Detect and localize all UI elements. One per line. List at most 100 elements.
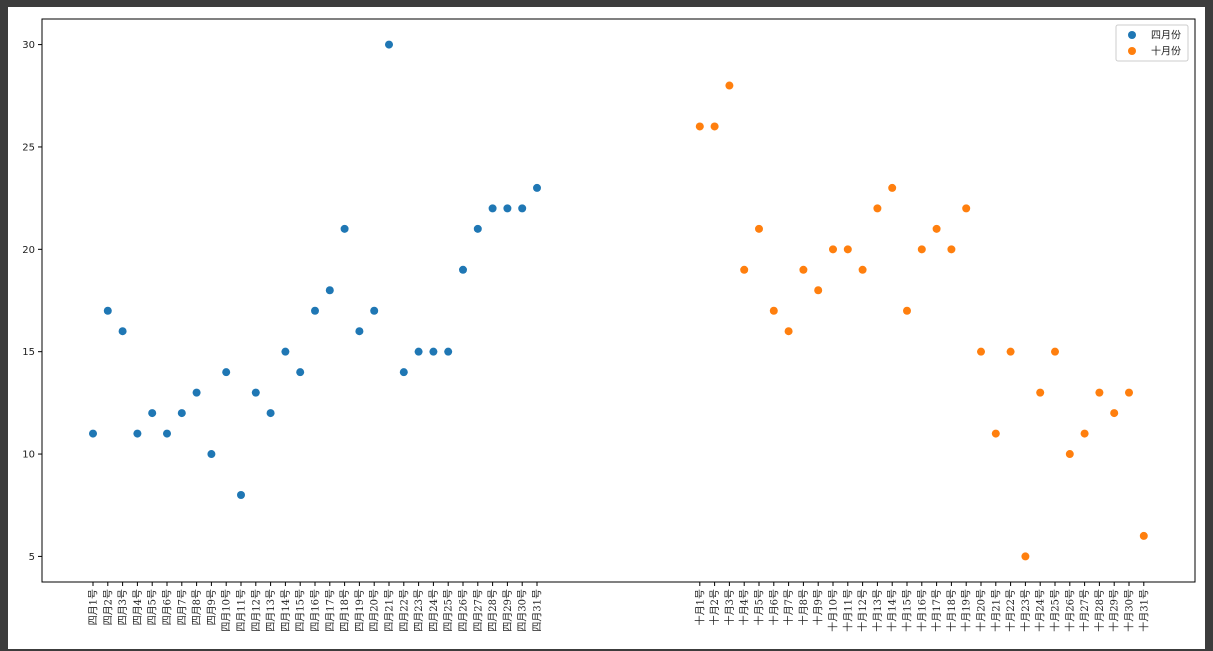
data-point [325,286,334,295]
x-tick-label: 十月8号 [797,589,810,625]
data-point [148,409,157,418]
data-point [89,429,97,438]
y-tick-label: 25 [22,142,35,153]
data-point [340,224,349,233]
x-tick-label: 十月20号 [975,589,988,632]
x-tick-label: 十月25号 [1049,589,1062,632]
data-point [1036,388,1045,397]
data-point [784,327,793,336]
x-tick-label: 四月13号 [265,589,277,632]
data-point [459,265,467,274]
x-tick-label: 十月23号 [1019,589,1032,632]
data-point [518,204,527,213]
x-tick-label: 十月12号 [856,589,869,632]
data-point [429,347,438,356]
x-tick-label: 十月24号 [1034,589,1047,632]
x-tick-label: 四月17号 [324,589,336,632]
data-point [903,306,911,315]
scatter-chart: 5 10 15 20 25 30 四月1号 四月2号 四月3号 四月4号 四月5号 四月6号 四月7号… [22,18,1196,632]
data-point [311,306,319,315]
x-tick-label: 四月5号 [147,589,159,625]
legend-marker-october [1128,47,1136,55]
legend-label-october: 十月份 [1151,45,1181,58]
x-tick-label: 四月7号 [176,589,188,625]
data-point [281,347,290,356]
x-tick-label: 四月27号 [472,589,484,632]
data-point [888,183,897,192]
x-tick-label: 十月30号 [1123,589,1136,632]
data-point [873,204,882,213]
figure-canvas: 5 10 15 20 25 30 四月1号 四月2号 四月3号 四月4号 四月5号 四月6号 四月7号… [8,7,1205,649]
x-tick-label: 四月8号 [191,589,203,625]
x-tick-label: 四月10号 [221,589,233,632]
data-point [237,490,245,499]
x-tick-label: 四月31号 [532,589,544,632]
x-tick-label: 四月20号 [369,589,381,632]
data-point [207,450,216,459]
data-point [414,347,423,356]
data-point [118,327,127,336]
x-tick-label: 十月15号 [901,589,914,632]
data-point [1095,388,1104,397]
data-point [266,409,275,418]
x-tick-label: 四月25号 [443,589,455,632]
data-point [1080,429,1089,438]
x-tick-label: 十月2号 [708,589,721,625]
data-point [947,245,956,254]
data-point [503,204,512,213]
data-point [399,368,408,377]
data-point [740,265,749,274]
x-tick-label: 四月9号 [206,589,218,625]
data-point [1065,450,1074,459]
data-points [89,40,1148,561]
x-tick-label: 四月14号 [280,589,292,632]
y-tick-label: 5 [29,552,35,563]
x-tick-label: 四月1号 [88,589,100,625]
x-tick-label: 十月1号 [693,589,706,625]
x-tick-label: 十月7号 [782,589,795,625]
data-point [1006,347,1015,356]
data-point [991,429,1000,438]
x-tick-label: 四月4号 [132,589,144,625]
data-point [755,224,763,233]
data-point [385,40,393,49]
x-tick-label: 十月29号 [1108,589,1121,632]
data-point [858,265,867,274]
legend-marker-april [1128,31,1136,39]
data-point [533,183,541,192]
data-point [710,122,719,131]
data-point [725,81,734,90]
data-point [1051,347,1059,356]
x-tick-label: 十月6号 [767,589,780,625]
data-point [962,204,971,213]
x-tick-label: 四月11号 [236,589,248,632]
x-tick-label: 四月28号 [487,589,499,632]
data-point [917,245,926,254]
x-tick-label: 十月26号 [1063,589,1076,632]
y-tick-label: 15 [22,347,35,358]
x-tick-label: 十月31号 [1137,589,1150,632]
x-tick-label: 四月21号 [384,589,396,632]
x-tick-label: 十月13号 [871,589,884,632]
x-tick-label: 四月22号 [398,589,410,632]
x-tick-label: 四月3号 [117,589,129,625]
x-tick-label: 十月3号 [723,589,736,625]
x-tick-label: 十月28号 [1093,589,1106,632]
x-tick-label: 四月23号 [413,589,425,632]
data-point [977,347,985,356]
data-point [444,347,453,356]
data-point [473,224,482,233]
data-point [296,368,305,377]
x-tick-label: 四月19号 [354,589,366,632]
data-point [133,429,142,438]
data-point [1021,552,1030,561]
data-point [843,245,852,254]
x-tick-label: 四月16号 [310,589,322,632]
data-point [251,388,260,397]
x-tick-label: 四月15号 [295,589,307,632]
legend: 四月份 十月份 [1115,24,1189,62]
data-point [163,429,171,438]
x-tick-label: 四月26号 [458,589,470,632]
data-point [1139,531,1148,540]
data-point [829,245,837,254]
